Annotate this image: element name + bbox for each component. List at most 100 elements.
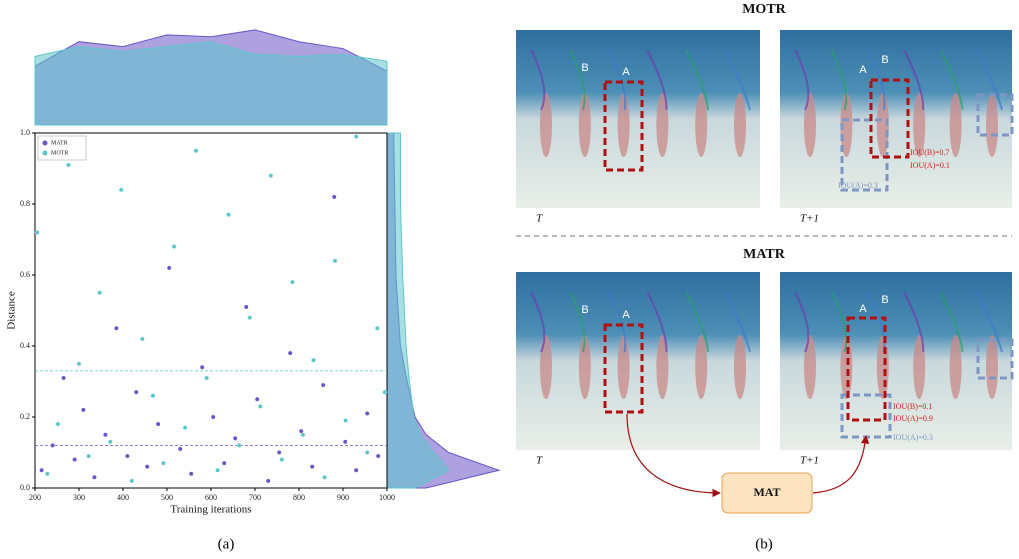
point xyxy=(236,442,242,448)
gymnast xyxy=(986,335,998,399)
point xyxy=(221,460,227,466)
gymnast xyxy=(656,93,669,157)
y-tick-label: 0.6 xyxy=(20,270,30,279)
point xyxy=(353,467,359,473)
object-marker: B xyxy=(881,54,888,66)
track-box xyxy=(846,316,887,422)
ribbon xyxy=(866,49,886,111)
point xyxy=(265,478,271,484)
plot-area xyxy=(34,132,388,489)
ribbon xyxy=(568,291,586,353)
point xyxy=(320,382,326,388)
iou-label: IOU(A)=0.1 xyxy=(910,161,950,170)
point xyxy=(322,474,327,480)
gymnast xyxy=(656,335,669,399)
row-title: MOTR xyxy=(742,2,786,17)
point xyxy=(66,162,71,168)
ribbon xyxy=(724,291,751,353)
ribbon xyxy=(830,291,848,353)
legend-marker xyxy=(42,140,48,146)
point xyxy=(161,460,166,466)
x-tick-label: 500 xyxy=(161,493,173,502)
ribbon xyxy=(685,291,710,353)
caption: (b) xyxy=(755,536,773,552)
point xyxy=(342,439,348,445)
video-frame xyxy=(780,30,1012,208)
ribbon xyxy=(607,291,627,353)
iou-label: IOU(B)=0.1 xyxy=(893,402,932,411)
point xyxy=(374,325,380,331)
point xyxy=(177,446,183,452)
point xyxy=(39,467,44,473)
ribbon xyxy=(568,49,586,111)
ribbon xyxy=(794,291,810,353)
point xyxy=(364,411,370,416)
ribbon xyxy=(976,291,1003,353)
x-axis-label: Training iterations xyxy=(170,504,251,516)
point xyxy=(114,325,119,331)
y-density xyxy=(386,132,450,489)
point xyxy=(268,173,274,179)
row-title: MATR xyxy=(743,247,786,262)
x-tick-label: 600 xyxy=(205,493,217,502)
module-label: MAT xyxy=(753,485,780,499)
ribbon xyxy=(903,291,925,353)
point xyxy=(144,464,150,470)
gymnast xyxy=(578,93,591,157)
gymnast xyxy=(578,335,591,399)
gymnast xyxy=(949,93,962,157)
y-tick-label: 0.2 xyxy=(20,412,30,421)
gymnast xyxy=(913,335,926,399)
caption: (a) xyxy=(218,536,235,552)
point xyxy=(76,361,82,367)
y-tick-label: 0.0 xyxy=(20,483,30,492)
scatter-panel: 200 300 400 500 600 700 800 900 1000 0.0 0.2 0.4 0.6… xyxy=(6,29,501,552)
legend-label: MATR xyxy=(51,140,68,146)
point xyxy=(171,244,177,250)
x-tick-label: 800 xyxy=(293,493,305,502)
x-tick-label: 300 xyxy=(73,493,85,502)
point xyxy=(133,389,139,395)
legend-box xyxy=(37,135,87,161)
gymnast xyxy=(913,93,926,157)
point xyxy=(243,304,249,310)
point xyxy=(150,393,156,399)
point xyxy=(139,336,145,342)
point xyxy=(309,464,315,470)
point xyxy=(55,421,61,427)
gymnast xyxy=(540,93,552,157)
point xyxy=(72,457,78,462)
point xyxy=(182,425,188,431)
point xyxy=(289,279,295,285)
x-density xyxy=(34,41,388,126)
x-tick-label: 900 xyxy=(337,493,349,502)
time-label: T xyxy=(536,213,543,225)
point xyxy=(34,229,40,235)
ribbon xyxy=(530,291,546,353)
point xyxy=(50,442,55,448)
x-tick-label: 1000 xyxy=(379,493,395,502)
object-marker: B xyxy=(581,62,588,74)
point xyxy=(81,407,86,413)
time-label: T+1 xyxy=(800,455,819,467)
point xyxy=(107,439,113,445)
point xyxy=(332,258,338,264)
gymnast xyxy=(949,335,962,399)
module-box xyxy=(721,472,813,514)
point xyxy=(279,457,285,462)
point xyxy=(331,194,337,200)
point xyxy=(188,471,194,477)
point xyxy=(193,148,199,154)
point xyxy=(118,187,124,193)
point xyxy=(287,350,293,356)
gymnast xyxy=(804,93,816,157)
point xyxy=(382,389,388,395)
object-marker: A xyxy=(622,66,630,78)
point xyxy=(97,290,103,296)
ribbon xyxy=(939,291,964,353)
point xyxy=(226,212,232,218)
ribbon xyxy=(607,49,627,111)
gymnast xyxy=(695,335,708,399)
point xyxy=(103,432,108,438)
